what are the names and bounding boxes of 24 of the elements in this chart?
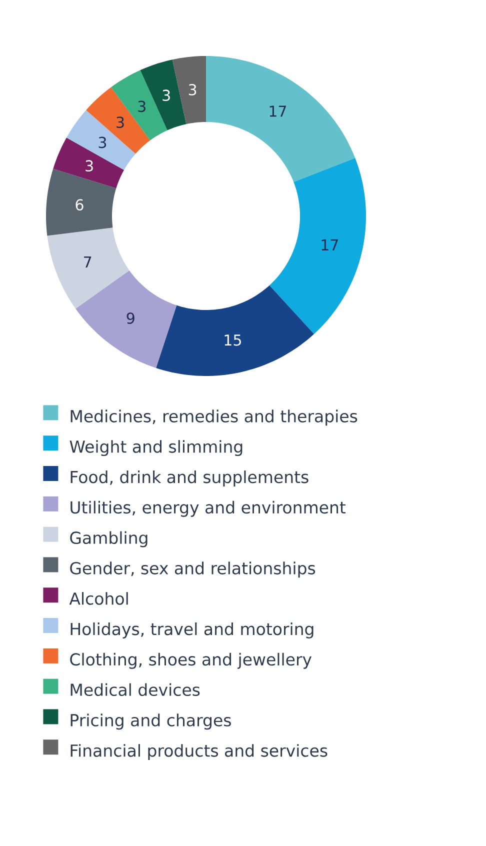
legend-label: Financial products and services xyxy=(70,744,328,760)
legend-label: Alcohol xyxy=(69,592,128,605)
legend-label: Gambling xyxy=(70,531,148,548)
legend-label: Clothing, shoes and jewellery xyxy=(70,652,312,669)
data-label: 15 xyxy=(224,334,241,346)
data-label: 3 xyxy=(138,100,146,112)
data-label: 17 xyxy=(270,106,286,117)
legend-label: Medicines, remedies and therapies xyxy=(70,410,358,426)
data-label: 7 xyxy=(84,256,92,268)
data-label: 3 xyxy=(86,160,93,172)
data-label: 6 xyxy=(76,199,84,210)
data-label: 3 xyxy=(98,136,106,148)
data-label: 3 xyxy=(116,116,124,128)
data-label: 3 xyxy=(188,84,196,96)
legend-label: Medical devices xyxy=(70,683,200,696)
data-label: 17 xyxy=(322,239,338,250)
legend-label: Food, drink and supplements xyxy=(70,470,308,486)
legend-label: Utilities, energy and environment xyxy=(70,500,346,517)
legend-label: Gender, sex and relationships xyxy=(70,562,316,578)
legend-label: Pricing and charges xyxy=(70,714,231,730)
data-label: 3 xyxy=(162,90,170,102)
data-label: 9 xyxy=(126,312,134,324)
legend-label: Holidays, travel and motoring xyxy=(70,622,314,638)
legend-label: Weight and slimming xyxy=(70,440,242,456)
